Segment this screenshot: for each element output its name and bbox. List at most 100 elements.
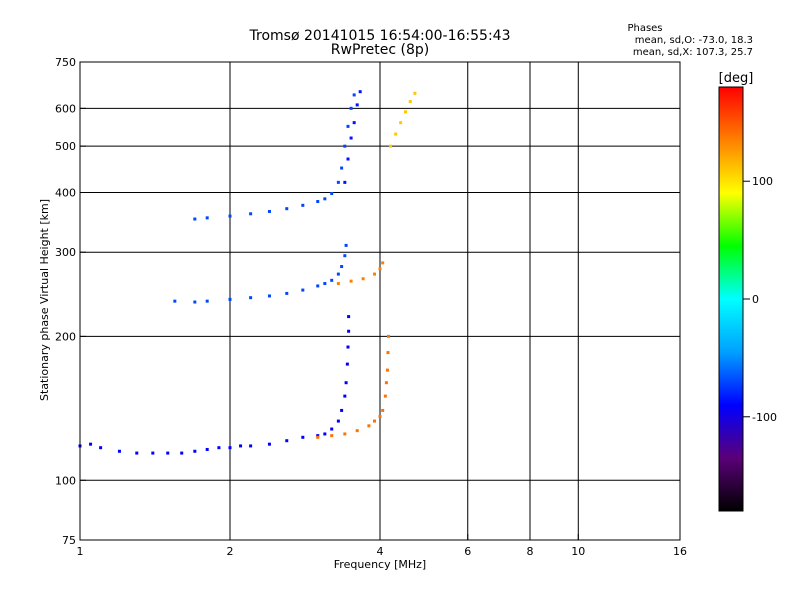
echo-point	[373, 272, 377, 276]
echo-point	[385, 368, 389, 372]
echo-point	[166, 451, 170, 455]
echo-point	[349, 136, 353, 140]
y-axis-label: Stationary phase Virtual Height [km]	[38, 199, 51, 401]
echo-point	[373, 419, 377, 423]
echo-point	[343, 180, 347, 184]
echo-point	[361, 277, 365, 281]
phases-legend-title: Phases	[627, 23, 662, 34]
y-axis-ticks: 75 100 200 300 400 500 600 750	[55, 56, 86, 547]
echo-point	[343, 254, 347, 258]
echo-point	[249, 296, 253, 300]
echo-point	[340, 166, 344, 170]
echo-point	[217, 446, 221, 450]
echo-point	[330, 278, 334, 282]
chart-title: Tromsø 20141015 16:54:00-16:55:43	[249, 28, 511, 44]
echo-point	[117, 449, 121, 453]
echo-point	[316, 284, 320, 288]
colorbar-tick-label: 0	[752, 293, 759, 306]
echo-point	[358, 90, 362, 94]
echo-point	[384, 381, 388, 385]
echo-point	[330, 434, 334, 438]
echo-point	[301, 203, 305, 207]
colorbar	[718, 86, 744, 512]
echo-point	[394, 132, 398, 136]
echo-point	[205, 216, 209, 220]
phases-legend-o: mean, sd,O: -73.0, 18.3	[635, 35, 753, 46]
echo-point	[355, 103, 359, 107]
colorbar-ticks: 100 0 -100	[743, 175, 777, 424]
echo-point	[383, 394, 387, 398]
x-tick-label: 8	[527, 545, 534, 558]
x-tick-label: 2	[227, 545, 234, 558]
echo-point	[347, 329, 351, 333]
echo-point	[344, 243, 348, 247]
echo-point	[346, 157, 350, 161]
echo-point	[316, 434, 320, 438]
echo-point	[381, 408, 385, 412]
colorbar-tick-label: 100	[752, 175, 773, 188]
echo-point	[344, 381, 348, 385]
echo-point	[381, 261, 385, 265]
echo-point	[205, 299, 209, 303]
echo-point	[352, 93, 356, 97]
echo-point	[347, 315, 351, 319]
echo-point	[323, 197, 327, 201]
echo-point	[386, 334, 390, 338]
echo-point	[336, 272, 340, 276]
echo-point	[135, 451, 139, 455]
y-tick-label: 600	[55, 102, 76, 115]
echo-point	[340, 265, 344, 269]
phases-legend-x: mean, sd,X: 107.3, 25.7	[633, 47, 753, 58]
echo-point	[349, 106, 353, 110]
echo-point	[228, 446, 232, 450]
echo-point	[193, 217, 197, 221]
echo-point	[336, 419, 340, 423]
y-tick-label: 100	[55, 474, 76, 487]
echo-point	[413, 91, 417, 95]
echo-point	[301, 288, 305, 292]
echo-point	[343, 144, 347, 148]
echo-point	[323, 282, 327, 286]
echo-point	[89, 442, 93, 446]
echo-point	[336, 282, 340, 286]
chart-subtitle: RwPretec (8p)	[331, 42, 429, 58]
x-axis-label: Frequency [MHz]	[334, 558, 426, 571]
echo-point	[228, 214, 232, 218]
y-tick-label: 75	[62, 534, 76, 547]
echo-point	[378, 267, 382, 271]
echo-point	[316, 200, 320, 204]
echo-point	[285, 207, 289, 211]
echo-point	[173, 299, 177, 303]
echo-point	[408, 100, 412, 104]
echo-point	[285, 291, 289, 295]
echo-point	[355, 429, 359, 433]
y-tick-label: 750	[55, 56, 76, 69]
echo-point	[340, 408, 344, 412]
echo-point	[205, 447, 209, 451]
x-tick-label: 4	[377, 545, 384, 558]
echo-point	[239, 444, 243, 448]
echo-point	[249, 444, 253, 448]
grid-lines	[80, 62, 680, 540]
echo-point	[343, 432, 347, 436]
echo-point	[330, 192, 334, 196]
echo-point	[330, 427, 334, 431]
y-tick-label: 400	[55, 186, 76, 199]
colorbar-unit-label: [deg]	[719, 71, 754, 86]
x-tick-label: 10	[571, 545, 585, 558]
x-tick-label: 6	[464, 545, 471, 558]
echo-point	[323, 432, 327, 436]
echo-point	[99, 446, 103, 450]
echo-point	[301, 435, 305, 439]
echo-point	[346, 345, 350, 349]
echo-point	[336, 180, 340, 184]
echo-point	[399, 121, 403, 125]
echo-point	[267, 210, 271, 214]
echo-point	[228, 297, 232, 301]
echo-point	[193, 449, 197, 453]
y-tick-label: 200	[55, 330, 76, 343]
echo-point	[352, 121, 356, 125]
echo-point	[349, 279, 353, 283]
echo-point	[151, 451, 155, 455]
echo-point	[316, 435, 320, 439]
